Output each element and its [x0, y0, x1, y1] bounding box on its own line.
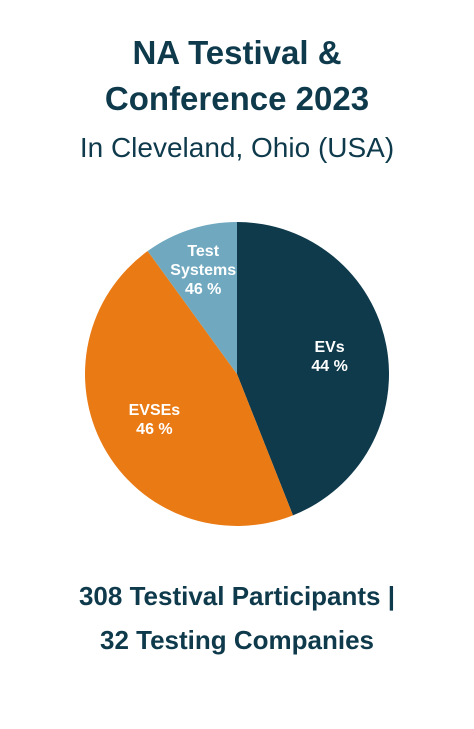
chart-title-line-2: Conference 2023 [104, 80, 370, 117]
pie-value-test-systems: 46 % [185, 281, 221, 298]
pie-label-test-systems-2: Systems [170, 262, 236, 279]
chart-subtitle: In Cleveland, Ohio (USA) [79, 132, 395, 163]
pie-value-evses: 46 % [136, 421, 172, 438]
pie-label-test-systems-1: Test [187, 243, 219, 260]
pie-slice-evs [237, 222, 390, 516]
pie-label-evses-1: EVSEs [129, 402, 181, 419]
pie-labels: EVs 44 % EVSEs 46 % Test Systems 46 % [129, 243, 348, 438]
pie-label-evs-1: EVs [314, 339, 344, 356]
chart-title-line-1: NA Testival & [132, 34, 342, 71]
participants-stat: 308 Testival Participants | [78, 581, 396, 611]
companies-stat: 32 Testing Companies [99, 625, 375, 655]
pie-slices [85, 222, 390, 526]
pie-slice-test-systems [147, 222, 237, 374]
pie-value-evs: 44 % [311, 358, 347, 375]
pie-slice-evses [85, 251, 293, 526]
